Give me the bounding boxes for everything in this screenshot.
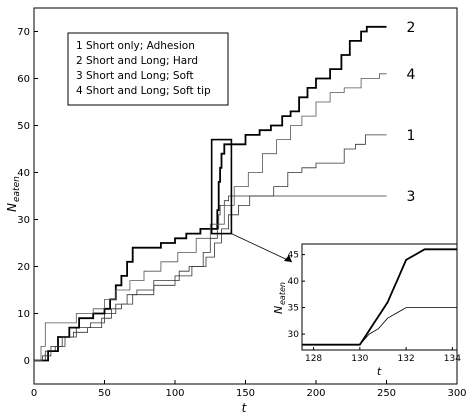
series-end-label-4: 4 bbox=[407, 67, 416, 83]
inset-x-tick-label: 134 bbox=[444, 354, 461, 364]
y-axis-label: N eaten bbox=[5, 176, 22, 212]
inset-y-label: N eaten bbox=[272, 282, 287, 314]
inset-x-tick-label: 132 bbox=[398, 354, 415, 364]
x-tick-label: 0 bbox=[31, 388, 37, 399]
zoom-arrow-head bbox=[284, 255, 292, 262]
inset-y-tick-label: 35 bbox=[288, 304, 299, 314]
y-tick-label: 30 bbox=[17, 215, 30, 226]
y-tick-label: 0 bbox=[24, 356, 30, 367]
series-end-labels: 1 2 3 4 bbox=[407, 20, 416, 205]
inset-series-line-thin bbox=[302, 307, 457, 346]
inset-series-line-thick bbox=[302, 248, 457, 346]
legend-entry-4: 4 Short and Long; Soft tip bbox=[76, 85, 211, 97]
series-lines bbox=[34, 25, 387, 362]
series-line-4 bbox=[34, 73, 387, 361]
x-tick-label: 200 bbox=[306, 388, 325, 399]
series-line-2 bbox=[34, 25, 387, 362]
y-tick-label: 40 bbox=[17, 168, 30, 179]
inset-y-label-sub: eaten bbox=[278, 282, 287, 305]
x-tick-label: 100 bbox=[165, 388, 184, 399]
inset: 128 130 132 134 30 35 40 45 t N eaten bbox=[272, 243, 461, 378]
inset-x-label: t bbox=[377, 365, 382, 378]
inset-y-label-main: N bbox=[272, 306, 285, 314]
legend-box bbox=[67, 32, 229, 106]
x-tick-label: 250 bbox=[377, 388, 396, 399]
legend-entry-3: 3 Short and Long; Soft bbox=[76, 70, 194, 82]
y-tick-label: 70 bbox=[17, 27, 30, 38]
y-axis-label-sub: eaten bbox=[12, 176, 22, 202]
y-tick-label: 10 bbox=[17, 309, 30, 320]
series-end-label-3: 3 bbox=[407, 189, 416, 205]
zoom-box bbox=[210, 138, 233, 235]
inset-x-tick-label: 130 bbox=[351, 354, 368, 364]
y-tick-label: 50 bbox=[17, 121, 30, 132]
x-axis-label: t bbox=[242, 401, 248, 414]
x-axis-ticks: 0 50 100 150 200 250 300 bbox=[31, 380, 467, 399]
y-axis-ticks: 0 10 20 30 40 50 60 70 bbox=[17, 27, 38, 367]
series-end-label-2: 2 bbox=[407, 20, 416, 36]
series-line-3 bbox=[34, 195, 387, 361]
inset-y-tick-label: 40 bbox=[288, 277, 300, 287]
legend-entry-1: 1 Short only; Adhesion bbox=[76, 40, 195, 52]
inset-series-lines bbox=[302, 248, 457, 346]
inset-y-tick-label: 30 bbox=[288, 330, 300, 340]
x-tick-label: 50 bbox=[98, 388, 111, 399]
inset-y-tick-label: 45 bbox=[288, 251, 299, 261]
legend-entry-2: 2 Short and Long; Hard bbox=[76, 55, 198, 67]
y-tick-label: 60 bbox=[17, 74, 30, 85]
inset-y-ticks: 30 35 40 45 bbox=[288, 251, 305, 340]
inset-frame bbox=[301, 243, 458, 351]
y-axis-label-main: N bbox=[5, 203, 19, 212]
zoom-annotation bbox=[210, 138, 293, 263]
inset-x-ticks: 128 130 132 134 bbox=[305, 347, 461, 364]
legend: 1 Short only; Adhesion 2 Short and Long;… bbox=[67, 32, 229, 106]
x-tick-label: 150 bbox=[236, 388, 255, 399]
zoom-arrow-line bbox=[231, 233, 293, 263]
y-tick-label: 20 bbox=[17, 262, 30, 273]
series-end-label-1: 1 bbox=[407, 128, 416, 144]
x-tick-label: 300 bbox=[447, 388, 466, 399]
inset-x-tick-label: 128 bbox=[305, 354, 322, 364]
series-line-1 bbox=[34, 134, 387, 361]
